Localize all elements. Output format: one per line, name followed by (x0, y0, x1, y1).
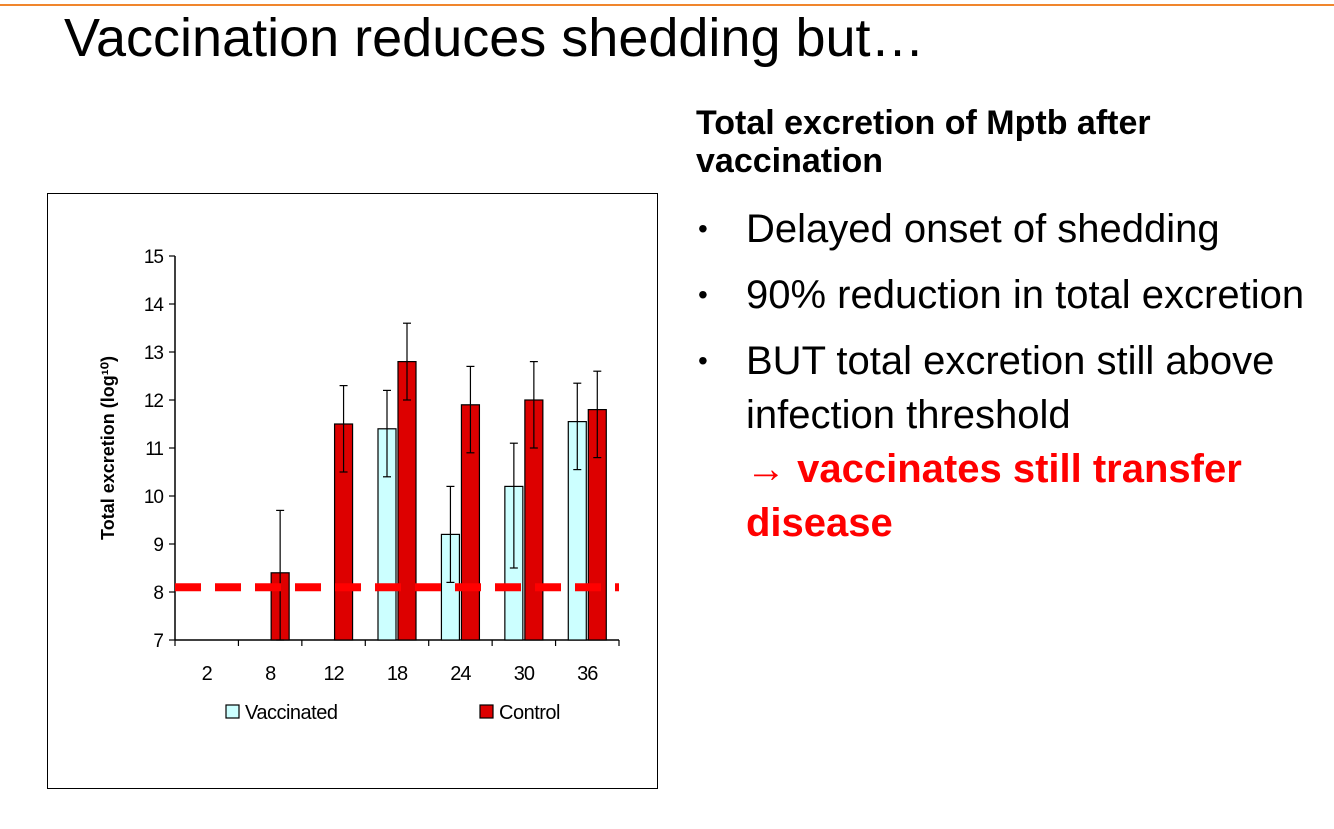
x-tick-label: 18 (387, 663, 408, 685)
bullet-dot-icon: • (698, 345, 708, 376)
x-tick-label: 12 (323, 663, 344, 685)
bullet-dot-icon: • (698, 279, 708, 310)
bullet-text: 90% reduction in total excretion (746, 273, 1305, 317)
bullet-dot-icon: • (698, 213, 708, 244)
bullet-text: Delayed onset of shedding (746, 207, 1220, 251)
x-tick-label: 24 (450, 663, 471, 685)
y-tick-label: 15 (144, 247, 164, 268)
panel-heading: Total excretion of Mptb after vaccinatio… (696, 104, 1151, 180)
legend-swatch-control (479, 704, 494, 719)
legend-label: Vaccinated (245, 702, 337, 724)
legend-label: Control (499, 702, 560, 724)
x-tick-label: 30 (514, 663, 535, 685)
y-axis-label: Total excretion (log¹⁰) (98, 356, 118, 540)
y-tick-label: 7 (153, 631, 163, 652)
bullet-item: • Delayed onset of shedding (696, 202, 1326, 256)
x-tick-label: 36 (577, 663, 598, 685)
y-tick-label: 14 (144, 295, 165, 316)
y-tick-label: 12 (144, 391, 164, 412)
top-accent-rule (0, 4, 1334, 6)
right-panel: Total excretion of Mptb after vaccinatio… (696, 104, 1326, 562)
bullet-item: • 90% reduction in total excretion (696, 268, 1326, 322)
slide-title: Vaccination reduces shedding but… (64, 8, 925, 68)
bullet-emphasis: → vaccinates still transfer disease (746, 447, 1242, 545)
y-tick-label: 11 (145, 439, 163, 460)
y-tick-label: 9 (153, 535, 163, 556)
chart-frame: 7 8 9 10 11 12 13 14 15 2 8 12 18 24 30 36 Total excreti… (47, 193, 658, 789)
bullet-list: • Delayed onset of shedding • 90% reduction… (696, 202, 1326, 550)
legend-swatch-vaccinated (225, 704, 240, 719)
y-tick-label: 10 (144, 487, 164, 508)
excretion-bar-chart: 7 8 9 10 11 12 13 14 15 2 8 12 18 24 30 36 Total excreti… (98, 247, 620, 724)
y-tick-label: 8 (153, 583, 163, 604)
x-tick-label: 2 (202, 663, 213, 685)
bullet-text: BUT total excretion still above infectio… (746, 339, 1275, 437)
x-tick-label: 8 (265, 663, 276, 685)
control-bar (397, 361, 417, 641)
y-tick-label: 13 (144, 343, 164, 364)
bullet-item: • BUT total excretion still above infecti… (696, 334, 1326, 550)
